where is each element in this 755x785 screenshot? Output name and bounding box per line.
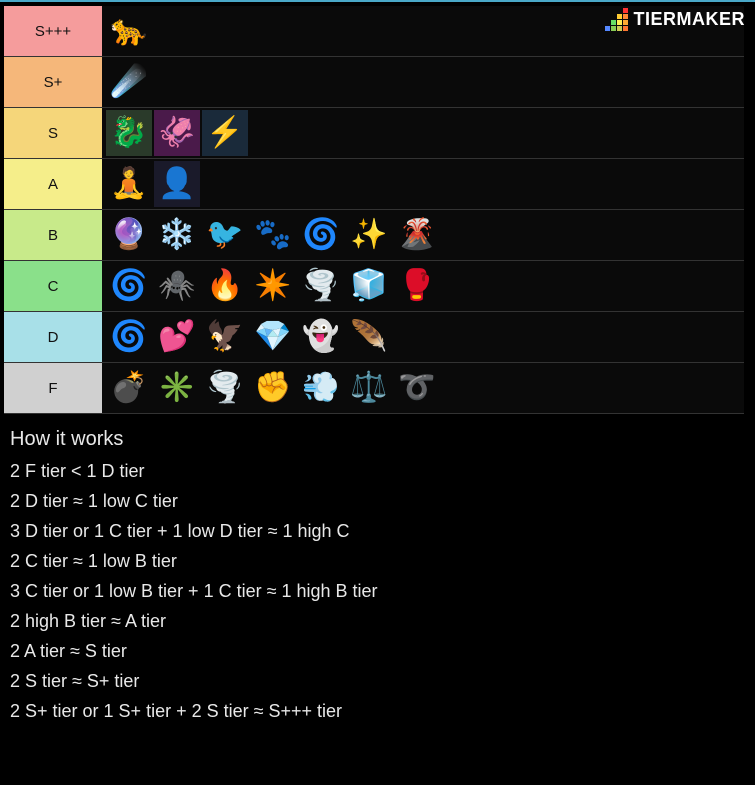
tier-items: 💣✳️🌪️✊💨⚖️➰ bbox=[102, 363, 744, 413]
explanation-line: 2 D tier ≈ 1 low C tier bbox=[10, 491, 745, 512]
gas-icon[interactable]: 💨 bbox=[298, 365, 344, 411]
explanation-title: How it works bbox=[10, 428, 745, 451]
dough-icon[interactable]: ☄️ bbox=[106, 59, 152, 105]
tier-label: A bbox=[4, 159, 102, 209]
light-icon[interactable]: ✨ bbox=[346, 212, 392, 258]
explanation-line: 2 A tier ≈ S tier bbox=[10, 641, 745, 662]
tier-row: F💣✳️🌪️✊💨⚖️➰ bbox=[4, 363, 744, 414]
tier-row: S+☄️ bbox=[4, 57, 744, 108]
tier-items: ☄️ bbox=[102, 57, 744, 107]
spring-icon[interactable]: ➰ bbox=[394, 365, 440, 411]
kilo-icon[interactable]: ⚖️ bbox=[346, 365, 392, 411]
tier-row: D🌀💕🦅💎👻🪶 bbox=[4, 312, 744, 363]
chop-icon[interactable]: ✊ bbox=[250, 365, 296, 411]
tier-items: 🔮❄️🐦🐾🌀✨🌋 bbox=[102, 210, 744, 260]
watermark-grid-icon bbox=[605, 8, 628, 31]
barrier-icon[interactable]: 🪶 bbox=[346, 314, 392, 360]
falcon-icon[interactable]: 🦅 bbox=[202, 314, 248, 360]
tier-items: 🌀💕🦅💎👻🪶 bbox=[102, 312, 744, 362]
explanation-line: 3 C tier or 1 low B tier + 1 C tier ≈ 1 … bbox=[10, 581, 745, 602]
bomb-icon[interactable]: 💣 bbox=[106, 365, 152, 411]
tier-row: A🧘👤 bbox=[4, 159, 744, 210]
explanation-line: 2 S+ tier or 1 S+ tier + 2 S tier ≈ S+++… bbox=[10, 701, 745, 722]
watermark-text: TIERMAKER bbox=[634, 9, 746, 30]
tier-label: C bbox=[4, 261, 102, 311]
tier-items: 🌀🕷️🔥✴️🌪️🧊🥊 bbox=[102, 261, 744, 311]
blizzard-icon[interactable]: ❄️ bbox=[154, 212, 200, 258]
tier-row: C🌀🕷️🔥✴️🌪️🧊🥊 bbox=[4, 261, 744, 312]
spider-icon[interactable]: 🕷️ bbox=[154, 263, 200, 309]
ice-icon[interactable]: 🧊 bbox=[346, 263, 392, 309]
tiermaker-watermark: TIERMAKER bbox=[605, 8, 746, 31]
spin-icon[interactable]: 🌀 bbox=[106, 314, 152, 360]
buddha-icon[interactable]: 🧘 bbox=[106, 161, 152, 207]
tierlist-frame: TIERMAKER S+++🐆S+☄️S🐉🦑⚡A🧘👤B🔮❄️🐦🐾🌀✨🌋C🌀🕷️🔥… bbox=[0, 0, 755, 722]
explanation-line: 2 C tier ≈ 1 low B tier bbox=[10, 551, 745, 572]
magma-icon[interactable]: 🌋 bbox=[394, 212, 440, 258]
dark-icon[interactable]: 🔮 bbox=[106, 212, 152, 258]
tier-label: S bbox=[4, 108, 102, 158]
rubber-icon[interactable]: 🥊 bbox=[394, 263, 440, 309]
tier-label: B bbox=[4, 210, 102, 260]
shadow-icon[interactable]: 👤 bbox=[154, 161, 200, 207]
tier-row: S🐉🦑⚡ bbox=[4, 108, 744, 159]
control-icon[interactable]: 🌀 bbox=[298, 212, 344, 258]
love-icon[interactable]: 💕 bbox=[154, 314, 200, 360]
spike-icon[interactable]: ✳️ bbox=[154, 365, 200, 411]
venom-icon[interactable]: 🦑 bbox=[154, 110, 200, 156]
tier-table: S+++🐆S+☄️S🐉🦑⚡A🧘👤B🔮❄️🐦🐾🌀✨🌋C🌀🕷️🔥✴️🌪️🧊🥊D🌀💕🦅… bbox=[4, 6, 744, 414]
revive-icon[interactable]: 👻 bbox=[298, 314, 344, 360]
portal-icon[interactable]: 🌀 bbox=[106, 263, 152, 309]
diamond-icon[interactable]: 💎 bbox=[250, 314, 296, 360]
tier-row: B🔮❄️🐦🐾🌀✨🌋 bbox=[4, 210, 744, 261]
explanation-line: 2 S tier ≈ S+ tier bbox=[10, 671, 745, 692]
flame-icon[interactable]: 🔥 bbox=[202, 263, 248, 309]
explanation-section: How it works 2 F tier < 1 D tier 2 D tier… bbox=[0, 414, 755, 722]
dragon-icon[interactable]: 🐉 bbox=[106, 110, 152, 156]
tier-label: S+ bbox=[4, 57, 102, 107]
smoke-icon[interactable]: 🌪️ bbox=[202, 365, 248, 411]
explanation-line: 2 high B tier ≈ A tier bbox=[10, 611, 745, 632]
explanation-line: 3 D tier or 1 C tier + 1 low D tier ≈ 1 … bbox=[10, 521, 745, 542]
tier-items: 🧘👤 bbox=[102, 159, 744, 209]
explanation-line: 2 F tier < 1 D tier bbox=[10, 461, 745, 482]
sand-icon[interactable]: 🌪️ bbox=[298, 263, 344, 309]
tier-label: S+++ bbox=[4, 6, 102, 56]
tier-label: D bbox=[4, 312, 102, 362]
rumble-icon[interactable]: ⚡ bbox=[202, 110, 248, 156]
tier-items: 🐉🦑⚡ bbox=[102, 108, 744, 158]
paw-icon[interactable]: 🐾 bbox=[250, 212, 296, 258]
phoenix-icon[interactable]: 🐦 bbox=[202, 212, 248, 258]
leopard-icon[interactable]: 🐆 bbox=[106, 8, 152, 54]
tier-label: F bbox=[4, 363, 102, 413]
quake-icon[interactable]: ✴️ bbox=[250, 263, 296, 309]
